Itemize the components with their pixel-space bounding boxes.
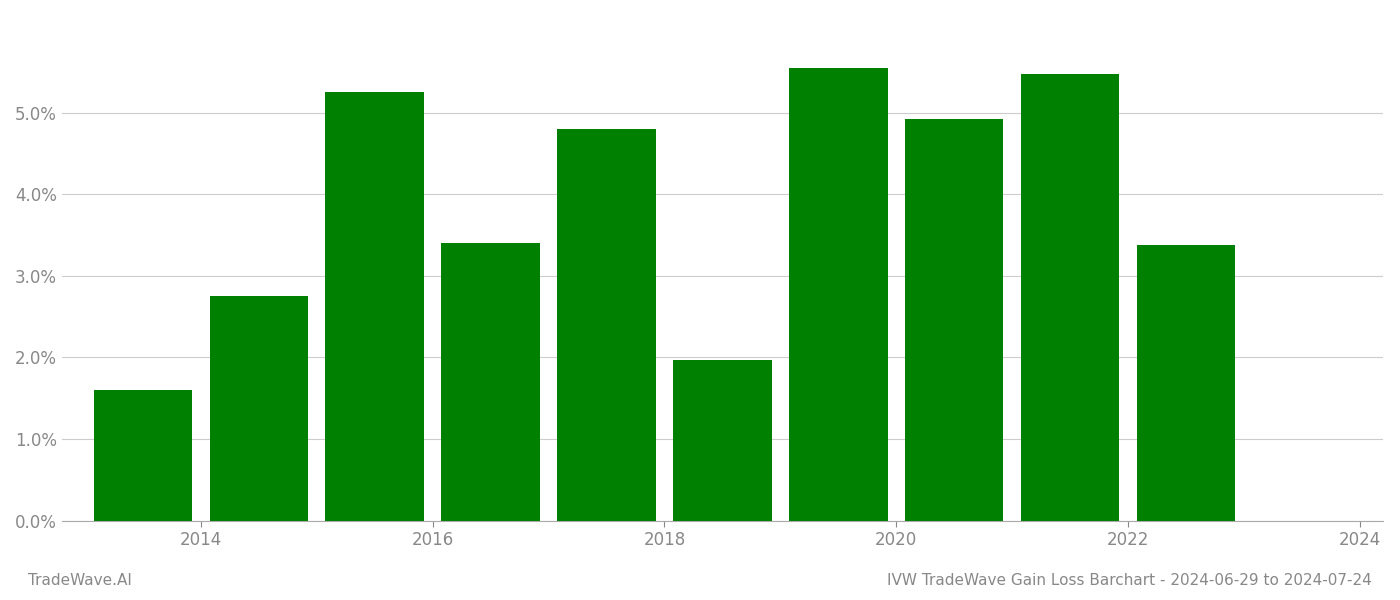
Bar [210,296,308,521]
Bar [557,129,655,521]
Text: IVW TradeWave Gain Loss Barchart - 2024-06-29 to 2024-07-24: IVW TradeWave Gain Loss Barchart - 2024-… [888,573,1372,588]
Bar [790,68,888,521]
Bar [441,244,540,521]
Bar [673,360,771,521]
Text: TradeWave.AI: TradeWave.AI [28,573,132,588]
Bar [1021,74,1119,521]
Bar [904,119,1004,521]
Bar [325,92,424,521]
Bar [1137,245,1235,521]
Bar [94,390,192,521]
